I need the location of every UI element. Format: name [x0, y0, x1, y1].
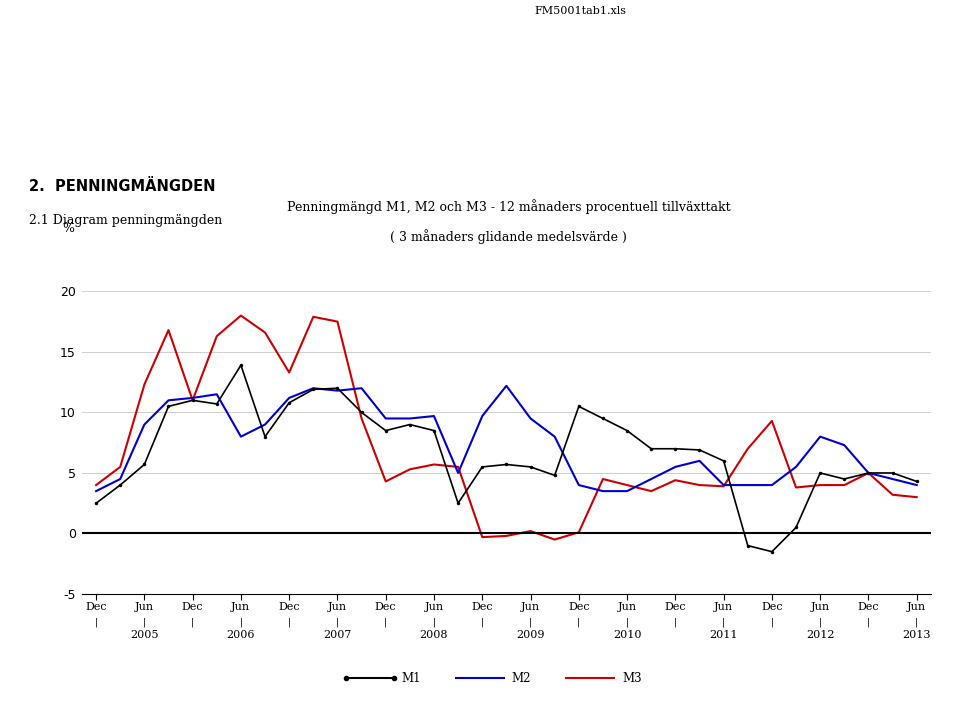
Text: %: %: [62, 222, 75, 235]
Text: |: |: [674, 618, 677, 627]
Text: M3: M3: [622, 672, 641, 685]
Text: Dec: Dec: [375, 602, 396, 612]
Text: Jun: Jun: [134, 602, 154, 612]
Text: Penningmängd M1, M2 och M3 - 12 månaders procentuell tillväxttakt: Penningmängd M1, M2 och M3 - 12 månaders…: [287, 200, 731, 214]
Text: |: |: [577, 618, 581, 627]
Text: Dec: Dec: [85, 602, 107, 612]
Text: 2010: 2010: [612, 630, 641, 640]
Text: Dec: Dec: [471, 602, 493, 612]
Text: Dec: Dec: [181, 602, 204, 612]
Text: Jun: Jun: [810, 602, 829, 612]
Text: 2011: 2011: [709, 630, 738, 640]
Text: 2012: 2012: [806, 630, 834, 640]
Text: Jun: Jun: [617, 602, 636, 612]
Text: Jun: Jun: [231, 602, 251, 612]
Text: Jun: Jun: [714, 602, 733, 612]
Text: Dec: Dec: [664, 602, 686, 612]
Text: 2009: 2009: [516, 630, 544, 640]
Text: 2.1 Diagram penningmängden: 2.1 Diagram penningmängden: [29, 214, 222, 227]
Text: 2005: 2005: [131, 630, 158, 640]
Text: |: |: [239, 618, 243, 627]
Text: Jun: Jun: [907, 602, 926, 612]
Text: |: |: [191, 618, 194, 627]
Text: |: |: [336, 618, 339, 627]
Text: |: |: [384, 618, 387, 627]
Text: |: |: [143, 618, 146, 627]
Text: 2.  PENNINGMÄNGDEN: 2. PENNINGMÄNGDEN: [29, 179, 215, 194]
Text: |: |: [626, 618, 629, 627]
Text: Dec: Dec: [857, 602, 879, 612]
Text: |: |: [432, 618, 436, 627]
Text: Jun: Jun: [521, 602, 540, 612]
Text: |: |: [770, 618, 774, 627]
Text: 2007: 2007: [324, 630, 351, 640]
Text: Dec: Dec: [278, 602, 300, 612]
Text: Jun: Jun: [328, 602, 347, 612]
Text: |: |: [481, 618, 484, 627]
Text: M2: M2: [512, 672, 531, 685]
Text: 2008: 2008: [420, 630, 448, 640]
Text: |: |: [722, 618, 725, 627]
Text: |: |: [915, 618, 919, 627]
Text: |: |: [288, 618, 291, 627]
Text: |: |: [819, 618, 822, 627]
Text: Dec: Dec: [761, 602, 782, 612]
Text: |: |: [867, 618, 870, 627]
Text: |: |: [94, 618, 98, 627]
Text: |: |: [529, 618, 532, 627]
Text: FM5001tab1.xls: FM5001tab1.xls: [535, 6, 627, 15]
Text: 2013: 2013: [902, 630, 931, 640]
Text: M1: M1: [401, 672, 420, 685]
Text: 2006: 2006: [227, 630, 255, 640]
Text: Jun: Jun: [424, 602, 444, 612]
Text: ( 3 månaders glidande medelsvärde ): ( 3 månaders glidande medelsvärde ): [391, 229, 627, 244]
Text: Dec: Dec: [568, 602, 589, 612]
